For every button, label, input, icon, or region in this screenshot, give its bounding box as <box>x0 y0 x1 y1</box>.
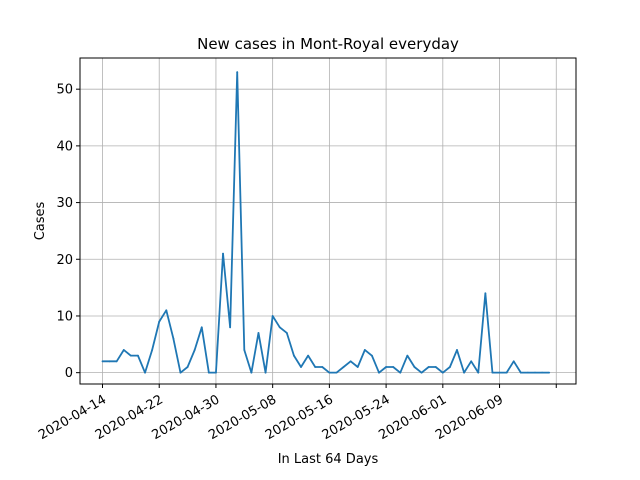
data-point <box>470 360 473 363</box>
data-point <box>512 360 515 363</box>
data-point <box>449 366 451 368</box>
x-axis: 2020-04-142020-04-222020-04-302020-05-08… <box>36 384 557 443</box>
data-point <box>371 354 373 357</box>
y-tick-label: 0 <box>65 366 73 381</box>
data-point <box>108 360 111 363</box>
y-axis-title: Cases <box>33 201 48 240</box>
series-line <box>102 71 550 374</box>
data-point <box>314 366 317 368</box>
data-point <box>257 332 260 334</box>
data-point <box>392 366 395 368</box>
data-point <box>328 371 331 374</box>
data-point <box>129 354 132 357</box>
data-point <box>186 366 189 368</box>
grid <box>80 58 576 384</box>
data-point <box>441 371 444 374</box>
data-point <box>122 349 125 351</box>
data-point <box>548 371 551 374</box>
data-point <box>264 371 267 374</box>
data-point <box>363 349 366 351</box>
data-point <box>151 349 154 351</box>
data-point <box>222 252 224 255</box>
data-point <box>399 371 402 374</box>
data-point <box>165 309 168 312</box>
data-point <box>505 371 508 374</box>
y-tick-label: 10 <box>56 309 73 324</box>
data-point <box>285 332 288 334</box>
data-point <box>250 371 253 374</box>
data-point <box>356 366 359 368</box>
data-point <box>236 71 239 74</box>
data-point <box>229 326 232 329</box>
data-point <box>137 354 139 357</box>
data-point <box>179 371 182 374</box>
data-point <box>427 366 430 368</box>
series-line-layer <box>101 71 551 374</box>
data-point <box>498 371 501 374</box>
y-tick-label: 50 <box>56 83 73 98</box>
data-point <box>378 371 380 374</box>
data-point <box>193 349 196 351</box>
data-point <box>527 371 529 374</box>
data-point <box>463 371 465 374</box>
data-point <box>278 326 281 329</box>
data-point <box>115 360 118 363</box>
data-point <box>200 326 203 329</box>
y-axis: 0 10 20 30 40 50 <box>56 83 80 381</box>
data-point <box>215 371 217 374</box>
data-point <box>335 371 338 374</box>
chart-title: New cases in Mont-Royal everyday <box>197 35 459 53</box>
data-point <box>342 366 345 368</box>
data-point <box>541 371 543 374</box>
data-point <box>349 360 352 363</box>
data-point <box>534 371 536 374</box>
data-point <box>144 371 146 374</box>
data-point <box>456 349 458 351</box>
data-point <box>293 354 295 357</box>
data-point <box>207 371 210 374</box>
x-axis-title: In Last 64 Days <box>278 452 379 467</box>
y-tick-label: 30 <box>56 196 73 211</box>
data-point <box>406 354 409 357</box>
data-point <box>491 371 494 374</box>
data-point <box>434 366 437 368</box>
data-point <box>307 354 310 357</box>
data-point <box>243 349 246 351</box>
y-tick-label: 40 <box>56 139 73 154</box>
data-point <box>484 292 487 295</box>
data-point <box>385 366 387 368</box>
plot-frame <box>79 57 577 385</box>
data-point <box>519 371 522 374</box>
data-point <box>321 366 324 368</box>
data-point <box>172 337 175 340</box>
y-tick-label: 20 <box>56 253 73 268</box>
data-point <box>101 360 104 363</box>
data-point <box>300 366 302 368</box>
data-point <box>158 320 161 323</box>
data-point <box>413 366 416 368</box>
data-point <box>271 315 274 317</box>
data-point <box>477 371 480 374</box>
data-point <box>420 371 423 374</box>
